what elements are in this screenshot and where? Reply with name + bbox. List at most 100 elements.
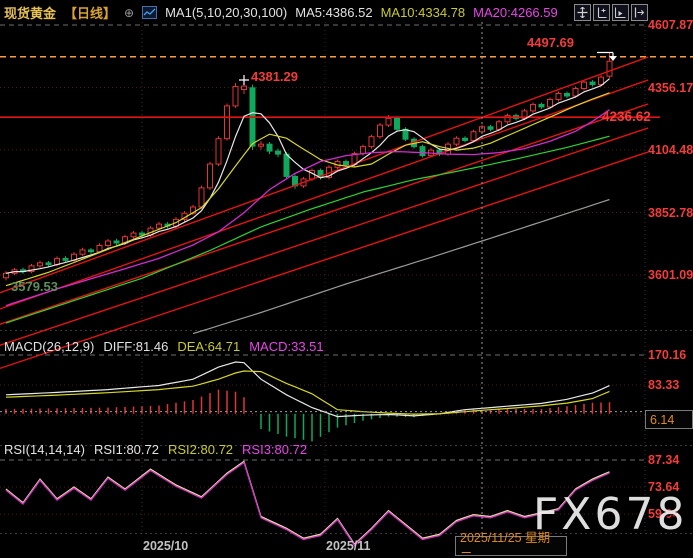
candle-body <box>232 86 239 107</box>
symbol-name: 现货黄金 <box>4 6 57 21</box>
candle-body <box>258 143 264 147</box>
candle-body <box>224 105 230 140</box>
trend-line[interactable] <box>0 103 649 331</box>
candle-body <box>521 110 528 119</box>
high-price-annotation: 4497.69 <box>527 35 574 50</box>
shift-right-icon <box>634 7 645 18</box>
y-axis-scale-icon <box>597 7 607 18</box>
candle-body <box>496 121 502 130</box>
series-line <box>5 135 610 324</box>
shift-right-button[interactable] <box>631 4 648 21</box>
pan-tool-button[interactable] <box>574 4 591 21</box>
pan-icon <box>577 7 588 18</box>
series-line <box>5 109 610 307</box>
candle-body <box>368 136 375 148</box>
candle-body <box>547 98 553 108</box>
candle-body <box>45 262 52 266</box>
candle-body <box>598 76 604 86</box>
rsi-title[interactable]: RSI(14,14,14) <box>4 442 85 457</box>
candle-body <box>37 262 43 267</box>
candle-body <box>606 60 613 77</box>
series-line <box>5 78 610 274</box>
candle-body <box>62 257 69 261</box>
series-line <box>5 92 610 287</box>
series-line <box>5 461 610 547</box>
peak-price-annotation: 4381.29 <box>251 69 298 84</box>
candle-body <box>3 272 9 279</box>
month-label-nov: 2025/11 <box>326 539 371 553</box>
candle-body <box>215 138 222 165</box>
macd-title[interactable]: MACD(26,12,9) <box>4 339 95 354</box>
candle-body <box>275 150 281 155</box>
add-indicator-icon[interactable]: ⊕ <box>124 5 135 20</box>
high-arrow-head <box>609 56 617 61</box>
candle-body <box>530 103 536 112</box>
trend-line[interactable] <box>0 151 649 375</box>
series-line <box>5 361 610 418</box>
x-axis-scale-icon <box>615 7 626 18</box>
candle-body <box>343 161 349 166</box>
ma20-value: MA20:4266.59 <box>473 5 558 20</box>
high-arrow-line <box>597 51 614 57</box>
candle-body <box>28 265 35 273</box>
candle-body <box>504 115 511 123</box>
candle-body <box>479 126 485 133</box>
timeframe-label[interactable]: 【日线】 <box>64 6 117 21</box>
candle-body <box>139 232 145 236</box>
candle-body <box>79 249 86 255</box>
candle-body <box>360 146 366 155</box>
candle-body <box>487 126 494 130</box>
candle-body <box>113 240 120 244</box>
peak-cross-marker <box>239 75 249 85</box>
month-label-oct: 2025/10 <box>143 539 189 553</box>
rsi2-value: RSI2:80.72 <box>167 442 234 457</box>
candle-body <box>402 128 409 140</box>
candle-body <box>394 117 400 130</box>
crosshair-value: 6.14 <box>650 412 675 427</box>
series-line <box>192 198 610 335</box>
candle-body <box>207 163 213 189</box>
trend-line[interactable] <box>0 127 649 352</box>
crosshair-date-box: 2025/11/25 星期二 <box>455 531 567 558</box>
crosshair-date: 2025/11/25 星期二 <box>460 531 551 558</box>
trend-line[interactable] <box>0 79 649 316</box>
macd-dea-value: DEA:64.71 <box>177 339 241 354</box>
candle-body <box>462 137 468 141</box>
watermark: FX678 <box>533 489 688 540</box>
candle-body <box>581 81 587 90</box>
ma-settings-label[interactable]: MA1(5,10,20,30,100) <box>165 5 288 20</box>
candle-body <box>130 232 137 238</box>
candle-body <box>564 93 570 97</box>
y-axis-scale-button[interactable] <box>593 4 610 21</box>
chart-header: 现货黄金 【日线】 ⊕ MA1(5,10,20,30,100) MA5:4386… <box>4 3 558 22</box>
chart-toolbar <box>574 4 648 21</box>
series-line <box>5 370 610 415</box>
candle-body <box>198 187 205 208</box>
candle-body <box>453 137 460 145</box>
hline-price-label: 4236.62 <box>602 109 651 124</box>
candle-body <box>572 88 579 97</box>
candle-body <box>385 117 392 126</box>
rsi1-value: RSI1:80.72 <box>93 442 159 457</box>
mini-chart-icon[interactable] <box>142 6 158 19</box>
candle-body <box>538 103 545 108</box>
candle-body <box>470 131 477 141</box>
candle-body <box>589 81 596 86</box>
low-price-annotation: 3579.53 <box>11 279 58 294</box>
candle-body <box>105 240 111 246</box>
candle-body <box>419 146 426 157</box>
candle-body <box>555 93 562 100</box>
candle-body <box>156 223 162 229</box>
crosshair-value-box: 6.14 <box>645 410 693 429</box>
ma5-value: MA5:4386.52 <box>295 5 373 20</box>
candle-body <box>266 143 273 152</box>
candle-body <box>88 249 94 253</box>
x-axis-scale-button[interactable] <box>612 4 629 21</box>
macd-header: MACD(26,12,9) DIFF:81.46 DEA:64.71 MACD:… <box>4 339 324 354</box>
candle-body <box>96 244 103 253</box>
rsi3-value: RSI3:80.72 <box>242 442 308 457</box>
candle-body <box>377 124 383 138</box>
trend-line[interactable] <box>0 56 649 300</box>
